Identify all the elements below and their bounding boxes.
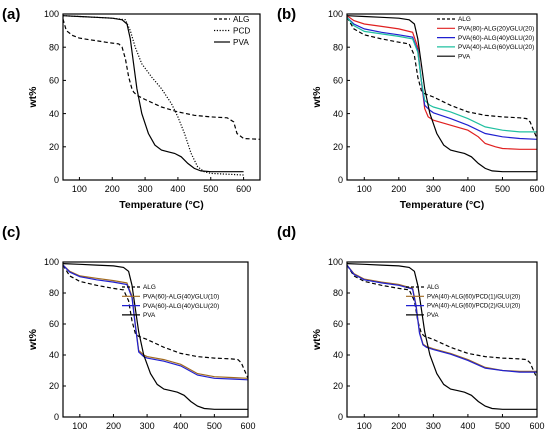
panel-label: (c): [2, 224, 20, 241]
series-line-1: [63, 264, 248, 379]
series-line-0: [347, 16, 537, 139]
series-line-3: [63, 263, 248, 410]
y-axis-label: wt%: [311, 328, 323, 351]
y-tick-label: 100: [328, 257, 343, 267]
x-tick-label: 300: [426, 421, 441, 431]
y-tick-label: 40: [49, 350, 59, 360]
x-tick-label: 100: [357, 184, 372, 194]
series-line-2: [347, 16, 537, 140]
x-tick-label: 100: [72, 184, 87, 194]
plot-frame: [346, 13, 538, 181]
legend-entry: PCD: [233, 26, 250, 35]
series-line-4: [347, 15, 537, 173]
x-tick-label: 300: [140, 421, 155, 431]
y-tick-label: 80: [49, 288, 59, 298]
series-line-2: [347, 264, 537, 373]
y-tick-label: 40: [333, 350, 343, 360]
x-tick-label: 400: [460, 421, 475, 431]
y-tick-label: 80: [49, 42, 59, 52]
legend-entry: PVA(40)-ALG(60)/GLU(20): [458, 44, 534, 51]
panel-b: (b) 100 200 300 400 500 600 0 20 40 60 80 100 Tempera…: [277, 6, 545, 211]
legend-entry: ALG: [427, 285, 439, 291]
y-tick-label: 0: [54, 412, 59, 422]
legend-entry: PVA: [143, 312, 156, 319]
x-axis-label: Temperature (°C): [400, 199, 485, 211]
legend-entry: ALG: [233, 15, 249, 24]
y-axis-label: wt%: [311, 86, 323, 109]
series-line-3: [347, 263, 537, 410]
y-tick-label: 40: [49, 109, 59, 119]
legend-entry: PVA(60)-ALG(40)/GLU(20): [143, 303, 219, 310]
plot-frame: [62, 261, 249, 418]
x-tick-label: 500: [495, 184, 510, 194]
y-tick-label: 100: [44, 257, 59, 267]
x-tick-label: 400: [173, 421, 188, 431]
legend-entry: PVA(40)-ALG(60)/PCD(1)/GLU(20): [427, 294, 520, 300]
y-tick-label: 0: [338, 412, 343, 422]
x-tick-label: 600: [529, 421, 544, 431]
legend-entry: PVA: [458, 53, 471, 60]
legend-entry: PVA: [233, 38, 249, 47]
y-tick-label: 20: [333, 381, 343, 391]
legend-entry: PVA(40)-ALG(60)/PCD(2)/GLU(20): [427, 304, 520, 310]
y-axis-label: wt%: [27, 328, 39, 351]
panel-label: (b): [277, 6, 296, 23]
x-tick-label: 600: [240, 421, 255, 431]
series-line-0: [63, 18, 260, 140]
y-axis-label: wt%: [27, 86, 39, 109]
y-tick-label: 60: [49, 319, 59, 329]
panel-c: (c)100200300400500600020406080100Tempera…: [2, 224, 256, 431]
x-tick-label: 200: [391, 421, 406, 431]
legend-entry: ALG: [458, 16, 471, 23]
y-tick-label: 60: [333, 76, 343, 86]
series-line-2: [63, 15, 244, 173]
legend-entry: PVA(80)-ALG(20)/GLU(20): [458, 26, 534, 33]
y-tick-label: 60: [333, 319, 343, 329]
panel-label: (a): [2, 6, 20, 23]
y-tick-label: 100: [328, 9, 343, 19]
panel-d: (d)100200300400500600020406080100Tempera…: [277, 224, 545, 431]
x-tick-label: 500: [203, 184, 218, 194]
y-tick-label: 100: [44, 9, 59, 19]
y-tick-label: 20: [333, 142, 343, 152]
series-line-1: [347, 15, 537, 150]
y-tick-label: 0: [54, 175, 59, 185]
series-line-1: [347, 264, 537, 372]
series-line-3: [347, 16, 537, 133]
series-line-1: [63, 15, 244, 176]
legend-entry: PVA: [427, 313, 439, 319]
panel-label: (d): [277, 224, 296, 241]
y-tick-label: 0: [338, 175, 343, 185]
plot-frame: [62, 13, 261, 181]
x-tick-label: 600: [529, 184, 544, 194]
x-tick-label: 100: [357, 421, 372, 431]
legend-entry: PVA(60)-ALG(40)/GLU(20): [458, 35, 534, 42]
y-tick-label: 60: [49, 76, 59, 86]
legend-entry: PVA(60)-ALG(40)/GLU(10): [143, 294, 219, 301]
y-tick-label: 20: [49, 142, 59, 152]
x-tick-label: 200: [106, 421, 121, 431]
x-tick-label: 200: [391, 184, 406, 194]
series-line-2: [63, 264, 248, 381]
x-tick-label: 500: [207, 421, 222, 431]
plot-frame: [346, 261, 538, 418]
panel-a: (a) 100 200 300 400 500 600 0 20 40 60 80 100 Tempera…: [2, 6, 261, 211]
legend-entry: ALG: [143, 284, 156, 291]
x-tick-label: 300: [426, 184, 441, 194]
y-tick-label: 80: [333, 42, 343, 52]
series-line-0: [63, 264, 248, 379]
x-tick-label: 600: [236, 184, 251, 194]
x-tick-label: 200: [105, 184, 120, 194]
x-tick-label: 500: [495, 421, 510, 431]
x-tick-label: 300: [138, 184, 153, 194]
series-line-0: [347, 264, 537, 379]
y-tick-label: 20: [49, 381, 59, 391]
y-tick-label: 40: [333, 109, 343, 119]
x-tick-label: 100: [72, 421, 87, 431]
x-axis-label: Temperature (°C): [119, 199, 204, 211]
x-tick-label: 400: [170, 184, 185, 194]
y-tick-label: 80: [333, 288, 343, 298]
x-tick-label: 400: [460, 184, 475, 194]
